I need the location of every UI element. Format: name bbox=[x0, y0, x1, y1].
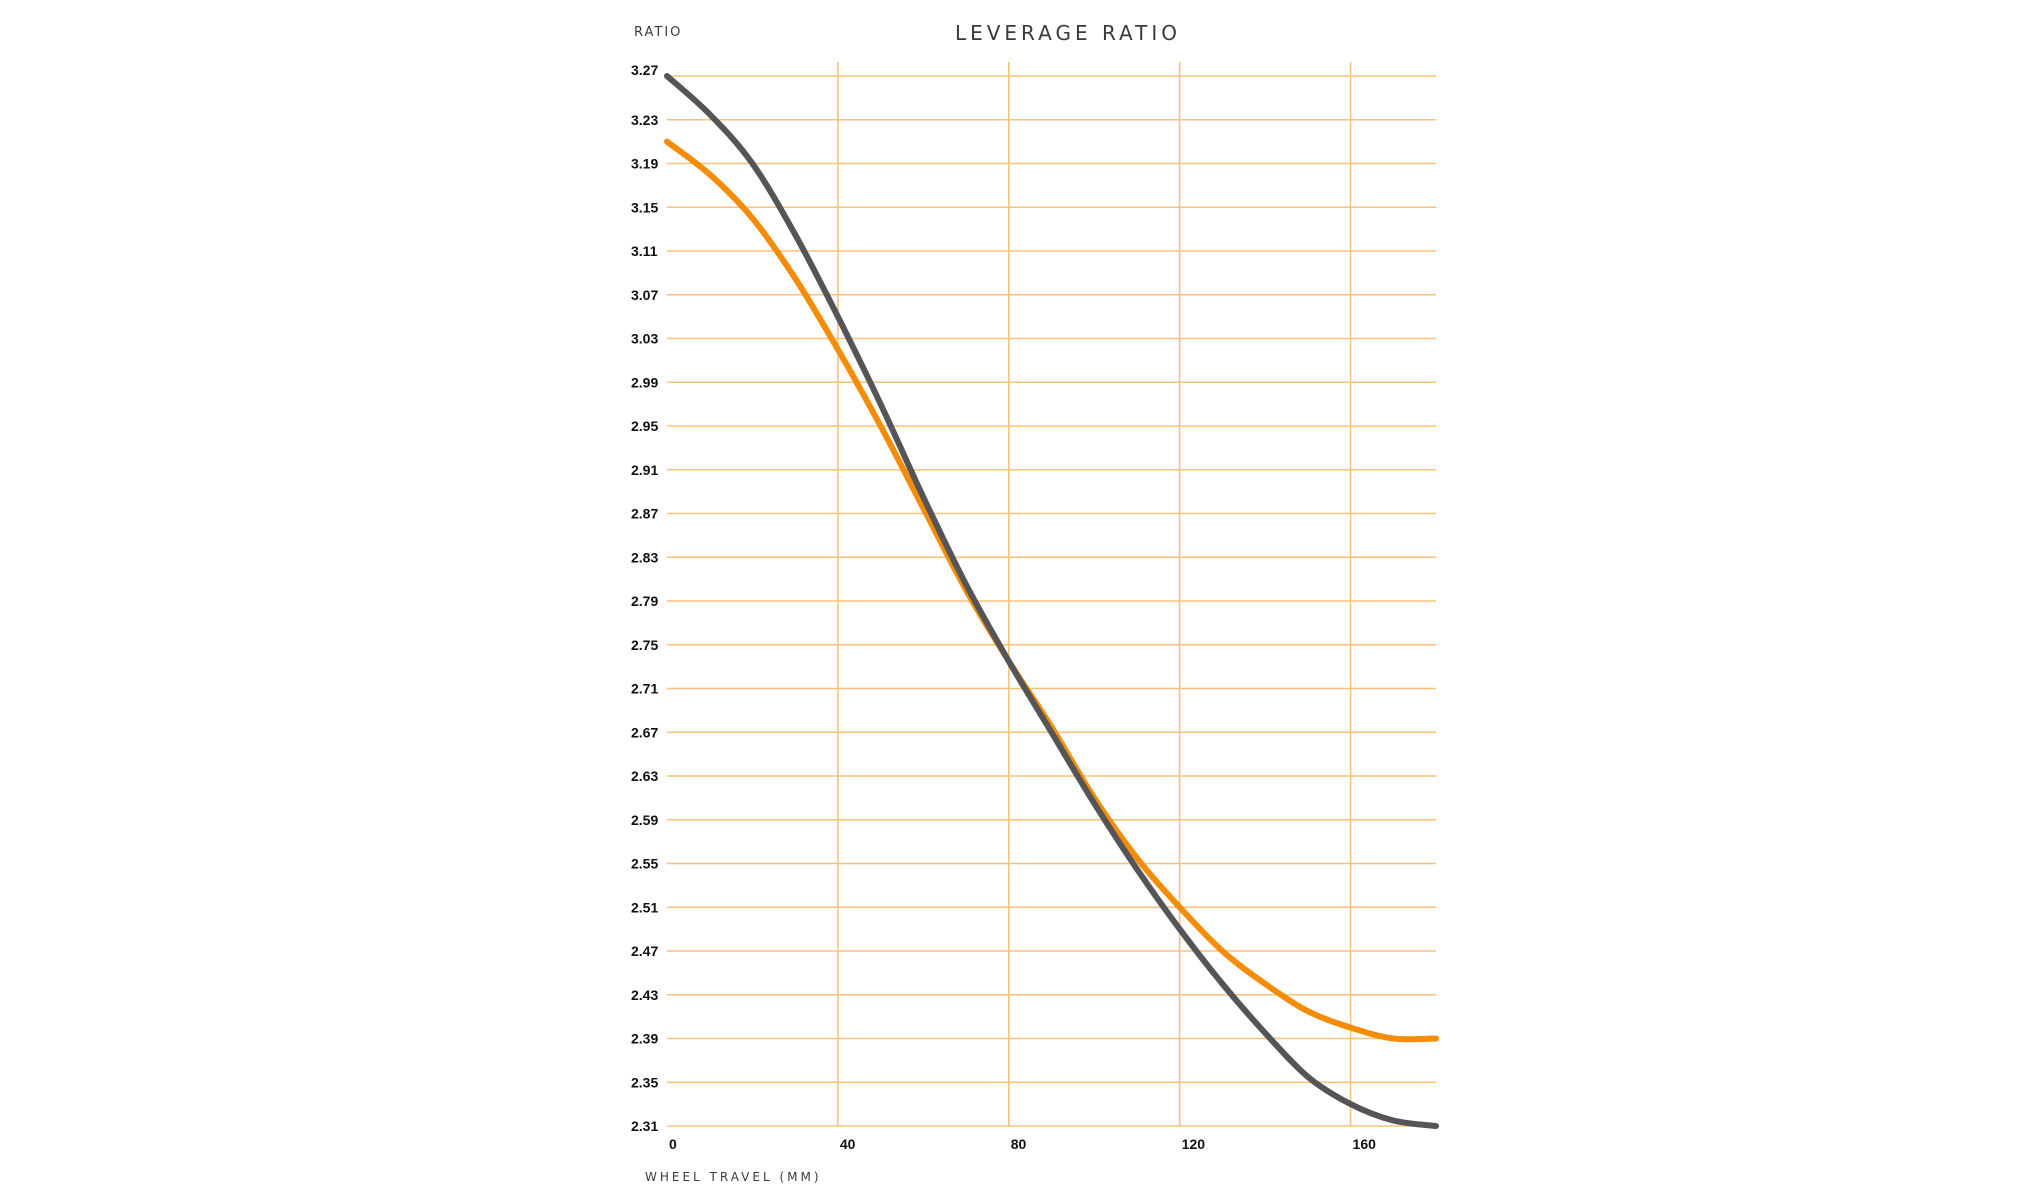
x-tick-label: 120 bbox=[1182, 1136, 1206, 1152]
y-tick-label: 2.55 bbox=[631, 856, 658, 872]
y-tick-label: 2.75 bbox=[631, 637, 658, 653]
y-tick-label: 2.35 bbox=[631, 1074, 658, 1090]
y-tick-label: 2.95 bbox=[631, 418, 658, 434]
y-tick-label: 2.51 bbox=[631, 899, 658, 915]
y-tick-label: 3.03 bbox=[631, 331, 658, 347]
y-tick-label: 3.11 bbox=[631, 243, 658, 259]
y-tick-label: 2.31 bbox=[631, 1118, 658, 1134]
y-tick-label: 2.83 bbox=[631, 549, 658, 565]
y-axis-title: RATIO bbox=[634, 25, 682, 40]
y-tick-label: 2.79 bbox=[631, 593, 658, 609]
y-tick-label: 3.27 bbox=[631, 62, 658, 78]
x-axis-ticks: 0 40 80 120 160 bbox=[669, 1136, 1376, 1152]
y-axis-ticks: 3.27 3.23 3.19 3.15 3.11 3.07 3.03 2.99 2.95 2.91… bbox=[631, 62, 658, 1134]
x-tick-label: 40 bbox=[840, 1136, 856, 1152]
y-tick-label: 2.71 bbox=[631, 681, 658, 697]
y-tick-label: 3.07 bbox=[631, 287, 658, 303]
y-tick-label: 2.47 bbox=[631, 943, 658, 959]
grid bbox=[667, 62, 1436, 1127]
y-tick-label: 2.39 bbox=[631, 1031, 658, 1047]
y-tick-label: 2.67 bbox=[631, 724, 658, 740]
y-tick-label: 3.19 bbox=[631, 156, 658, 172]
series-line-1 bbox=[664, 138, 1439, 1043]
series-lines bbox=[664, 73, 1439, 1129]
x-tick-label: 0 bbox=[669, 1136, 677, 1152]
series-line-2 bbox=[664, 73, 1439, 1129]
y-tick-label: 3.23 bbox=[631, 112, 658, 128]
y-tick-label: 2.91 bbox=[631, 462, 658, 478]
chart-title: LEVERAGE RATIO bbox=[955, 21, 1181, 45]
y-tick-label: 2.59 bbox=[631, 812, 658, 828]
x-axis-title: WHEEL TRAVEL (MM) bbox=[645, 1170, 822, 1184]
y-tick-label: 2.43 bbox=[631, 987, 658, 1003]
y-tick-label: 2.87 bbox=[631, 506, 658, 522]
y-tick-label: 2.99 bbox=[631, 374, 658, 390]
x-tick-label: 160 bbox=[1353, 1136, 1377, 1152]
y-tick-label: 3.15 bbox=[631, 199, 658, 215]
y-tick-label: 2.63 bbox=[631, 768, 658, 784]
x-tick-label: 80 bbox=[1011, 1136, 1027, 1152]
